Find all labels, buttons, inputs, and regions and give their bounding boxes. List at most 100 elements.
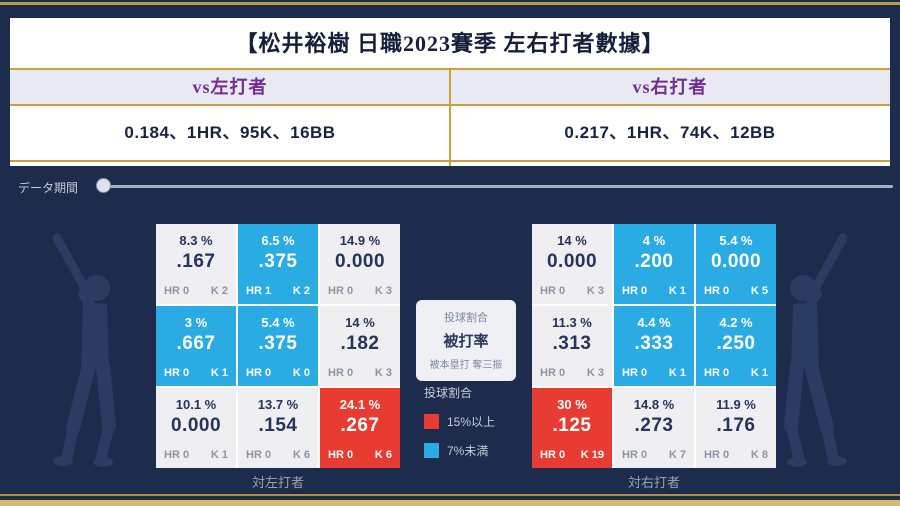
- hr-k-row: HR 0 K 3: [540, 285, 604, 297]
- batting-average: .273: [634, 415, 674, 436]
- k-count: K 2: [210, 285, 228, 297]
- hr-count: HR 0: [246, 449, 272, 461]
- zone-cell: 30 % .125 HR 0 K 19: [532, 388, 612, 468]
- hr-k-row: HR 0 K 19: [540, 449, 604, 461]
- zone-cell: 4.4 % .333 HR 0 K 1: [614, 306, 694, 386]
- hr-count: HR 0: [540, 449, 566, 461]
- hr-count: HR 0: [328, 367, 354, 379]
- zone-cell: 5.4 % .375 HR 0 K 0: [238, 306, 318, 386]
- hr-k-row: HR 0 K 2: [164, 285, 228, 297]
- hr-k-row: HR 0 K 1: [164, 367, 228, 379]
- zone-cell: 6.5 % .375 HR 1 K 2: [238, 224, 318, 304]
- k-count: K 1: [668, 285, 686, 297]
- zone-cell: 14.8 % .273 HR 0 K 7: [614, 388, 694, 468]
- hr-count: HR 0: [622, 449, 648, 461]
- k-count: K 1: [750, 367, 768, 379]
- zone-cell: 14 % .182 HR 0 K 3: [320, 306, 400, 386]
- strike-zone-right: 14 % 0.000 HR 0 K 3 4 % .200 HR 0 K 1 5.4 % 0.000…: [532, 224, 776, 468]
- zone-cell: 4.2 % .250 HR 0 K 1: [696, 306, 776, 386]
- batting-average: .333: [634, 333, 674, 354]
- hr-count: HR 0: [704, 367, 730, 379]
- hr-count: HR 0: [164, 285, 190, 297]
- hr-k-row: HR 0 K 3: [540, 367, 604, 379]
- hr-count: HR 0: [164, 449, 190, 461]
- hr-count: HR 0: [622, 367, 648, 379]
- k-count: K 6: [292, 449, 310, 461]
- left-grid-caption: 対左打者: [251, 475, 304, 490]
- hr-k-row: HR 1 K 2: [246, 285, 310, 297]
- divider-top: [10, 68, 890, 70]
- batting-average: .154: [258, 415, 298, 436]
- batting-average: .667: [176, 333, 216, 354]
- pitch-rate: 4.4 %: [637, 315, 671, 330]
- legend-scale-title: 投球割合: [424, 386, 473, 400]
- hr-k-row: HR 0 K 3: [328, 285, 392, 297]
- hr-k-row: HR 0 K 6: [246, 449, 310, 461]
- k-count: K 8: [750, 449, 768, 461]
- pitch-rate: 5.4 %: [261, 315, 295, 330]
- hr-count: HR 0: [328, 285, 354, 297]
- hr-count: HR 0: [704, 285, 730, 297]
- vs-right-header: vs右打者: [632, 77, 708, 97]
- k-count: K 19: [580, 449, 604, 461]
- legend-metric-label: 投球割合: [444, 312, 488, 324]
- pitch-rate: 4 %: [642, 233, 666, 248]
- hr-k-row: HR 0 K 5: [704, 285, 768, 297]
- legend-avg-label: 被打率: [443, 333, 489, 350]
- pitch-rate: 14.8 %: [633, 397, 675, 412]
- pitch-rate: 3 %: [184, 315, 208, 330]
- hr-k-row: HR 0 K 7: [622, 449, 686, 461]
- summary-card: 【松井裕樹 日職2023賽季 左右打者數據】 vs左打者 vs右打者 0.184…: [10, 18, 890, 166]
- date-range-slider: データ期間: [18, 176, 893, 198]
- batting-average: 0.000: [710, 251, 762, 272]
- hr-count: HR 0: [164, 367, 190, 379]
- hr-k-row: HR 0 K 1: [622, 367, 686, 379]
- legend-item-low: 7%未満: [424, 442, 524, 459]
- zone-cell: 8.3 % .167 HR 0 K 2: [156, 224, 236, 304]
- column-divider: [449, 70, 451, 166]
- k-count: K 1: [210, 449, 228, 461]
- page-title: 【松井裕樹 日職2023賽季 左右打者數據】: [235, 31, 665, 56]
- pitch-rate: 11.9 %: [716, 397, 756, 412]
- pitch-rate: 30 %: [557, 397, 587, 412]
- legend-high-label: 15%以上: [447, 415, 496, 429]
- k-count: K 3: [374, 367, 392, 379]
- batting-average: .375: [258, 251, 298, 272]
- frame-line-top: [0, 2, 900, 5]
- blue-swatch-icon: [424, 443, 439, 458]
- pitch-rate: 14.9 %: [339, 233, 381, 248]
- slider-handle[interactable]: [96, 178, 111, 193]
- vs-left-header: vs左打者: [192, 77, 268, 97]
- pitch-rate: 5.4 %: [719, 233, 753, 248]
- zone-cell: 14 % 0.000 HR 0 K 3: [532, 224, 612, 304]
- legend-hrk-label: 被本塁打 奪三振: [429, 360, 503, 371]
- batting-average: 0.000: [546, 251, 598, 272]
- zone-cell: 11.3 % .313 HR 0 K 3: [532, 306, 612, 386]
- batting-average: .167: [176, 251, 216, 272]
- batting-average: .250: [716, 333, 756, 354]
- legend-panel: 投球割合 被打率 被本塁打 奪三振: [416, 300, 516, 381]
- zone-cell: 14.9 % 0.000 HR 0 K 3: [320, 224, 400, 304]
- k-count: K 1: [210, 367, 228, 379]
- slider-track[interactable]: [110, 185, 893, 188]
- batting-average: .375: [258, 333, 298, 354]
- frame-bar-bottom: [0, 500, 900, 506]
- pitch-rate: 11.3 %: [552, 315, 592, 330]
- k-count: K 3: [586, 285, 604, 297]
- batting-average: .176: [716, 415, 756, 436]
- hr-k-row: HR 0 K 1: [622, 285, 686, 297]
- pitch-rate: 24.1 %: [339, 397, 381, 412]
- pitch-rate: 14 %: [557, 233, 587, 248]
- vs-left-stats: 0.184、1HR、95K、16BB: [124, 123, 336, 142]
- pitch-rate: 14 %: [345, 315, 375, 330]
- batting-average: .200: [634, 251, 674, 272]
- batting-average: .267: [340, 415, 380, 436]
- right-grid-caption: 対右打者: [627, 475, 680, 490]
- zone-cell: 5.4 % 0.000 HR 0 K 5: [696, 224, 776, 304]
- hr-count: HR 0: [622, 285, 648, 297]
- hr-count: HR 0: [540, 367, 566, 379]
- zone-cell: 10.1 % 0.000 HR 0 K 1: [156, 388, 236, 468]
- red-swatch-icon: [424, 414, 439, 429]
- k-count: K 7: [668, 449, 686, 461]
- hr-k-row: HR 0 K 1: [164, 449, 228, 461]
